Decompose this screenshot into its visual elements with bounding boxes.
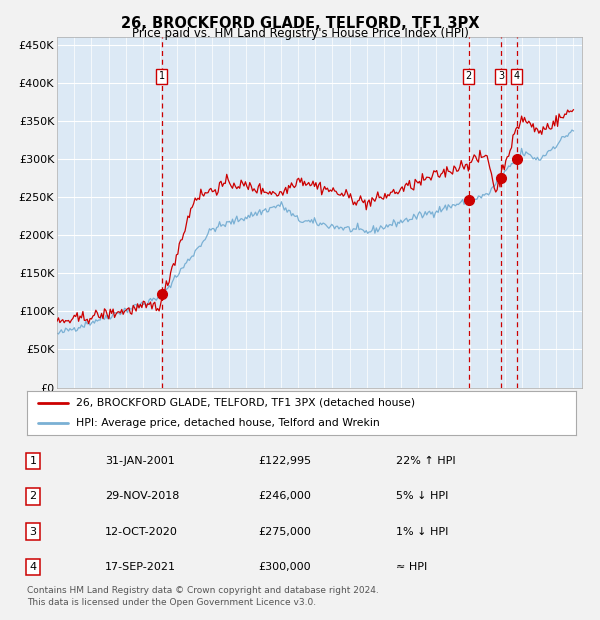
Text: HPI: Average price, detached house, Telford and Wrekin: HPI: Average price, detached house, Telf… [76,418,380,428]
Text: ≈ HPI: ≈ HPI [396,562,427,572]
Text: 1: 1 [158,71,165,81]
Text: 12-OCT-2020: 12-OCT-2020 [105,526,178,537]
Text: 2: 2 [29,491,37,502]
Text: 3: 3 [29,526,37,537]
Text: 26, BROCKFORD GLADE, TELFORD, TF1 3PX: 26, BROCKFORD GLADE, TELFORD, TF1 3PX [121,16,479,30]
Text: Price paid vs. HM Land Registry's House Price Index (HPI): Price paid vs. HM Land Registry's House … [131,27,469,40]
Text: 4: 4 [514,71,520,81]
Text: 1% ↓ HPI: 1% ↓ HPI [396,526,448,537]
Text: 29-NOV-2018: 29-NOV-2018 [105,491,179,502]
Text: £246,000: £246,000 [258,491,311,502]
Text: 22% ↑ HPI: 22% ↑ HPI [396,456,455,466]
Text: 3: 3 [498,71,504,81]
Text: 26, BROCKFORD GLADE, TELFORD, TF1 3PX (detached house): 26, BROCKFORD GLADE, TELFORD, TF1 3PX (d… [76,397,416,408]
Text: 4: 4 [29,562,37,572]
Text: 2: 2 [466,71,472,81]
Text: £122,995: £122,995 [258,456,311,466]
Text: 17-SEP-2021: 17-SEP-2021 [105,562,176,572]
Text: 5% ↓ HPI: 5% ↓ HPI [396,491,448,502]
Text: Contains HM Land Registry data © Crown copyright and database right 2024.
This d: Contains HM Land Registry data © Crown c… [27,586,379,608]
Text: £300,000: £300,000 [258,562,311,572]
Text: 31-JAN-2001: 31-JAN-2001 [105,456,175,466]
Text: 1: 1 [29,456,37,466]
Text: £275,000: £275,000 [258,526,311,537]
